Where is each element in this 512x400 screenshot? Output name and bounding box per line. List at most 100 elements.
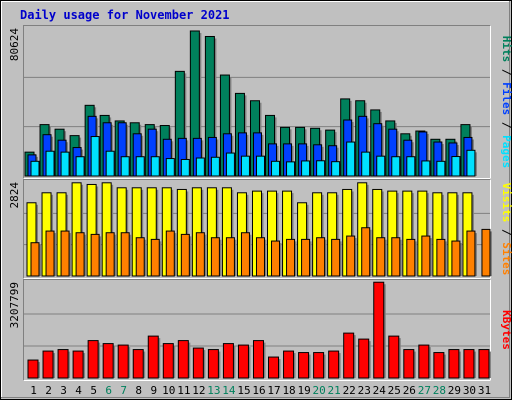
bar-sites-day-28: [436, 238, 446, 277]
x-tick-label: 22: [343, 384, 356, 397]
x-tick-label: 13: [207, 384, 220, 397]
bar-sites-day-19: [301, 238, 311, 277]
bar-pages-day-19: [301, 160, 311, 177]
x-tick-label: 26: [403, 384, 416, 397]
legend-kbytes: KBytes: [500, 310, 512, 350]
legend-visits: Visits: [500, 183, 512, 223]
x-tick-label: 11: [177, 384, 190, 397]
bar-pages-day-17: [271, 160, 281, 177]
bar-kbytes-day-24: [373, 281, 385, 379]
bar-kbytes-day-1: [27, 359, 39, 379]
bar-pages-day-15: [240, 155, 250, 177]
bar-pages-day-3: [60, 151, 70, 177]
x-axis-labels: 1 2 3 4 5 6 7 8 9 10 11 12 13 14 15 16 17 18 19 20 21 22 23 24 2…: [30, 384, 491, 397]
bar-pages-day-16: [255, 155, 265, 177]
panel-kbytes: 3207799 KBytes: [8, 279, 512, 381]
bar-kbytes-day-20: [313, 352, 325, 379]
x-tick-label: 24: [373, 384, 387, 397]
bar-sites-day-26: [406, 238, 416, 277]
x-tick-label: 8: [135, 384, 142, 397]
legend-kbytes: KBytes: [500, 310, 512, 350]
x-tick-label: 2: [45, 384, 52, 397]
bar-pages-day-14: [225, 152, 235, 177]
bar-sites-day-21: [331, 238, 341, 277]
bar-sites-day-11: [180, 233, 190, 277]
bar-pages-day-24: [376, 155, 386, 177]
x-tick-label: 18: [282, 384, 295, 397]
bar-kbytes-day-7: [117, 344, 129, 379]
bar-pages-day-5: [90, 136, 100, 177]
bar-kbytes-day-4: [72, 350, 84, 379]
x-tick-label: 12: [192, 384, 205, 397]
bar-kbytes-day-11: [177, 340, 189, 379]
legend-separator: /: [500, 222, 512, 242]
x-tick-label: 19: [297, 384, 310, 397]
bar-kbytes-day-30: [463, 349, 475, 379]
bar-kbytes-day-5: [87, 340, 99, 379]
bar-sites-day-18: [286, 238, 296, 277]
bar-kbytes-day-23: [358, 338, 370, 379]
legend-pages: Pages: [500, 135, 512, 168]
x-tick-label: 7: [120, 384, 127, 397]
bar-pages-day-21: [331, 161, 341, 177]
bar-kbytes-day-28: [433, 352, 445, 379]
bar-sites-day-4: [75, 232, 85, 277]
bar-sites-day-25: [391, 237, 401, 277]
bar-sites-day-17: [271, 240, 281, 277]
bar-sites-day-16: [255, 237, 265, 277]
bar-kbytes-day-6: [102, 343, 114, 379]
bar-kbytes-day-19: [298, 352, 310, 379]
x-tick-label: 14: [222, 384, 236, 397]
bar-sites-day-14: [225, 237, 235, 277]
bar-pages-day-11: [180, 158, 190, 177]
bar-sites-day-23: [361, 227, 371, 277]
bar-kbytes-day-12: [192, 347, 204, 379]
bar-sites-day-8: [135, 237, 145, 277]
bar-kbytes-day-2: [42, 350, 54, 379]
bar-pages-day-28: [436, 160, 446, 177]
x-tick-label: 3: [60, 384, 67, 397]
bar-pages-day-1: [30, 160, 40, 177]
bar-pages-day-23: [361, 151, 371, 177]
bar-kbytes-day-14: [222, 343, 234, 379]
x-tick-label: 25: [388, 384, 401, 397]
legend-hits_files_pages: Hits / Files / Pages: [500, 36, 512, 169]
bar-pages-day-9: [150, 156, 160, 177]
bar-kbytes-day-10: [162, 343, 174, 379]
bar-kbytes-day-31: [478, 349, 490, 379]
bar-kbytes-day-16: [252, 340, 264, 379]
y-max-label: 3207799: [8, 282, 21, 328]
bar-kbytes-day-21: [328, 350, 340, 379]
x-tick-label: 15: [237, 384, 250, 397]
bar-sites-day-3: [60, 230, 70, 277]
bar-pages-day-4: [75, 156, 85, 177]
x-tick-label: 17: [267, 384, 280, 397]
x-tick-label: 29: [448, 384, 461, 397]
bar-sites-day-27: [421, 235, 431, 277]
bar-pages-day-22: [346, 141, 356, 177]
bar-sites-day-10: [165, 230, 175, 277]
bar-pages-day-8: [135, 156, 145, 177]
bar-pages-day-20: [316, 160, 326, 177]
bar-pages-day-30: [466, 149, 476, 177]
x-tick-label: 4: [75, 384, 82, 397]
x-tick-label: 6: [105, 384, 112, 397]
bar-sites-day-1: [30, 242, 40, 277]
x-tick-label: 20: [313, 384, 326, 397]
bar-pages-day-25: [391, 156, 401, 177]
bar-pages-day-26: [406, 156, 416, 177]
bar-sites-day-12: [195, 232, 205, 277]
bar-sites-day-5: [90, 233, 100, 277]
bar-pages-day-13: [210, 156, 220, 177]
bar-sites-day-22: [346, 235, 356, 277]
bar-kbytes-day-17: [268, 356, 280, 379]
bar-kbytes-day-26: [403, 349, 415, 379]
bar-pages-day-6: [105, 150, 115, 177]
x-tick-label: 30: [463, 384, 476, 397]
panel-visits_sites: 2824 Visits / Sites: [8, 179, 512, 279]
chart-title: Daily usage for November 2021: [20, 8, 230, 22]
bar-kbytes-day-9: [147, 335, 159, 379]
x-tick-label: 21: [328, 384, 341, 397]
legend-separator: /: [500, 62, 512, 82]
legend-separator: /: [500, 115, 512, 135]
